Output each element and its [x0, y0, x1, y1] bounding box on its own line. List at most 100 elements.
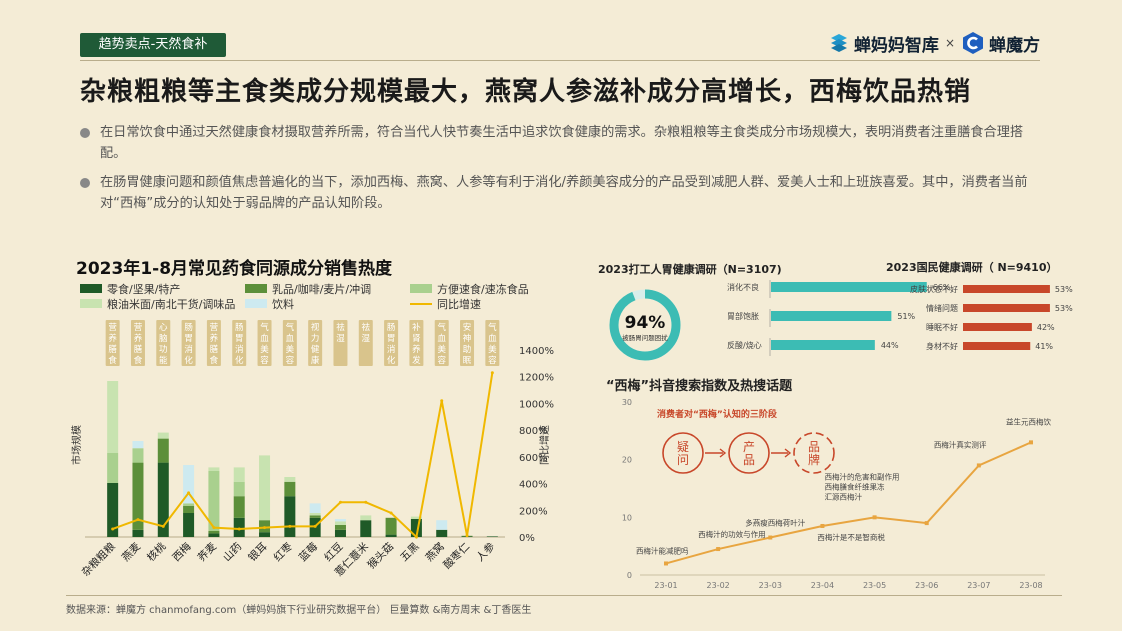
category-tag-char: 食: [134, 355, 143, 366]
category-tag-char: 能: [159, 355, 168, 366]
bar-segment: [208, 467, 220, 471]
x-tick-label: 核桃: [144, 540, 168, 564]
category-tag-char: 胃: [235, 334, 244, 344]
x-tick-label: 猴头菇: [365, 540, 396, 571]
bar-segment: [157, 462, 169, 537]
bar-segment: [284, 481, 296, 497]
category-tag-char: 祛: [362, 322, 371, 333]
growth-point: [263, 526, 267, 530]
line-y-tick: 30: [622, 398, 632, 407]
bar-segment: [107, 483, 119, 537]
line-annotation: 西梅汁真实测评: [934, 439, 987, 449]
legend-item: 饮料: [245, 296, 410, 311]
health-bar-label: 身材不好: [926, 341, 958, 351]
xi-mei-point: [872, 515, 877, 520]
y2-tick-label: 1000%: [519, 399, 554, 410]
bullet-item: 在日常饮食中通过天然健康食材摄取营养所需，符合当代人快节奏生活中追求饮食健康的需…: [80, 122, 1040, 164]
category-tag: [434, 320, 449, 366]
category-tag: [333, 320, 348, 366]
section-tag: 趋势卖点-天然食补: [80, 33, 226, 57]
line-annotation: 西梅汁能减肥吗: [636, 545, 689, 555]
footer-divider: [66, 595, 1062, 596]
category-tag-char: 湿: [336, 333, 345, 344]
category-tag-char: 胃: [387, 334, 396, 344]
category-tag-char: 容: [286, 355, 295, 366]
category-tag-char: 气: [488, 322, 497, 333]
y2-tick-label: 1200%: [519, 373, 554, 384]
bar-segment: [183, 513, 195, 537]
legend-swatch: [80, 284, 102, 293]
growth-point: [187, 491, 191, 495]
category-tag-char: 养: [108, 333, 117, 344]
x-tick-label: 燕窝: [423, 540, 447, 564]
category-tag-char: 消: [235, 344, 244, 355]
growth-point: [440, 399, 444, 403]
category-tag: [206, 320, 221, 366]
category-tag-char: 胃: [184, 334, 193, 344]
category-tag-char: 养: [134, 333, 143, 344]
category-tag-char: 康: [311, 355, 320, 366]
category-tag-char: 气: [260, 322, 269, 333]
line-y-tick: 20: [622, 456, 632, 465]
category-tag-char: 眠: [463, 356, 472, 366]
chanmama-logo: 蝉妈妈智库: [828, 31, 939, 56]
stage-circle: [793, 432, 835, 474]
x-tick-label: 红豆: [322, 540, 346, 564]
category-tag: [105, 320, 120, 366]
bar-segment: [183, 505, 195, 513]
x-tick-label: 五黑: [398, 541, 421, 564]
bullet-list: 在日常饮食中通过天然健康食材摄取营养所需，符合当代人快节奏生活中追求饮食健康的需…: [80, 122, 1040, 222]
growth-point: [364, 500, 368, 504]
legend-item: 粮油米面/南北干货/调味品: [80, 296, 245, 311]
bar-segment: [334, 529, 346, 537]
bar-segment: [334, 521, 346, 525]
line-annotation: 汇源西梅汁: [825, 491, 863, 501]
category-tag-char: 容: [260, 355, 269, 366]
line-annotation: 西梅膳食纤维果冻: [825, 481, 885, 491]
category-tag-char: 补: [412, 322, 421, 333]
health-bar-label: 睡眠不好: [926, 322, 958, 332]
bar-segment: [259, 455, 271, 521]
line-x-tick: 23-03: [759, 581, 782, 590]
bar-segment: [132, 441, 144, 449]
category-tag: [181, 320, 196, 366]
donut-arc: [609, 289, 681, 361]
category-tag-char: 脑: [159, 333, 168, 344]
bar-segment: [309, 517, 321, 537]
category-tag-char: 祛: [336, 322, 345, 333]
line-annotation: 多燕瘦西梅荷叶汁: [745, 518, 805, 528]
stomach-bar: [771, 311, 892, 321]
category-tag-char: 美: [260, 344, 269, 355]
category-tag-char: 容: [488, 355, 497, 366]
x-tick-label: 酸枣仁: [441, 540, 472, 571]
bullet-item: 在肠胃健康问题和颜值焦虑普遍化的当下，添加西梅、燕窝、人参等有利于消化/养颜美容…: [80, 172, 1040, 214]
category-tag-char: 化: [387, 355, 396, 366]
category-tag-char: 血: [437, 333, 446, 344]
category-tag-char: 化: [184, 355, 193, 366]
category-tag: [130, 320, 145, 366]
category-tag-char: 肾: [412, 334, 421, 344]
legend-label: 同比增速: [437, 297, 481, 311]
growth-point: [389, 511, 393, 515]
bar-segment: [410, 519, 422, 537]
category-tag-char: 神: [463, 333, 472, 344]
growth-point: [136, 518, 140, 522]
x-tick-label: 杂粮粗粮: [79, 540, 118, 579]
health-bar-value: 53%: [1055, 304, 1073, 313]
growth-point: [338, 500, 342, 504]
y2-tick-label: 800%: [519, 426, 548, 437]
bar-segment: [334, 525, 346, 530]
category-tag-char: 消: [387, 344, 396, 355]
x-tick-label: 蓝莓: [297, 541, 320, 564]
bar-segment: [436, 520, 448, 530]
bar-segment: [183, 465, 195, 504]
x-tick-label: 红枣: [271, 540, 295, 564]
line-x-tick: 23-06: [915, 581, 938, 590]
bar-segment: [208, 533, 220, 537]
bar-segment: [233, 496, 245, 518]
bar-segment: [461, 535, 473, 537]
xi-mei-point: [716, 547, 721, 552]
category-tag-char: 气: [437, 322, 446, 333]
stage-arrow-head: [719, 448, 727, 458]
category-tag-char: 养: [412, 344, 421, 355]
